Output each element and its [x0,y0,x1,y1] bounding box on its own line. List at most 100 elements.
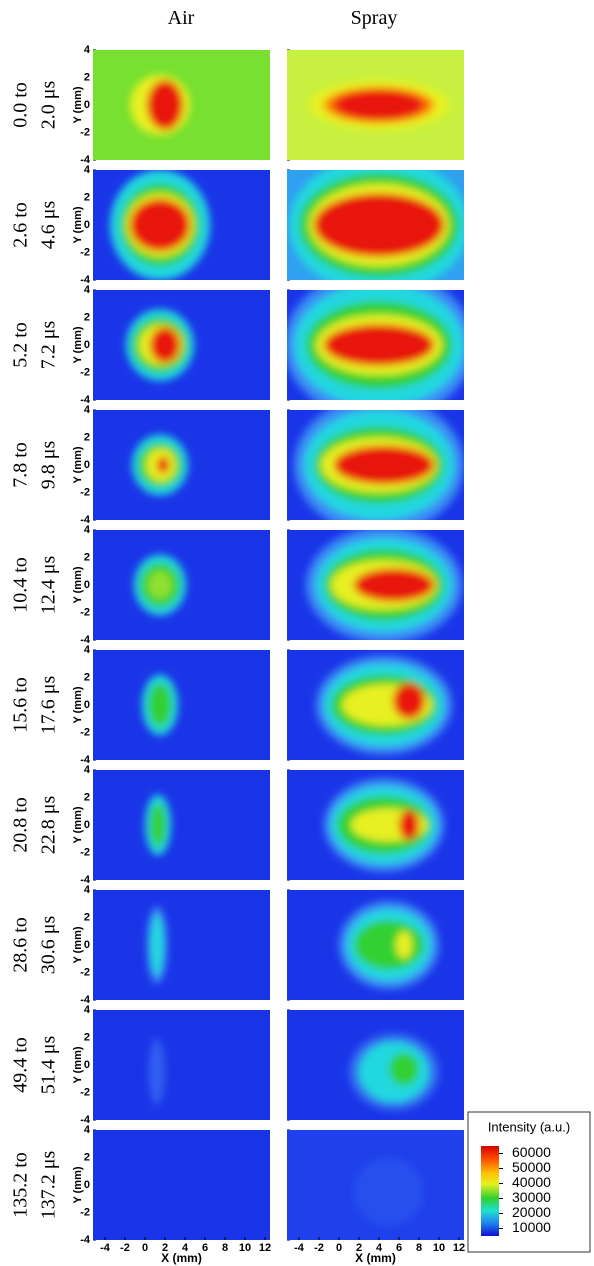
row-label: 51.4 μs [38,1036,60,1095]
heatmap-panel [287,50,464,160]
y-tick-label: -2 [80,1086,90,1098]
intensity-region [399,810,419,840]
x-tick-label: 0 [336,1242,342,1254]
x-tick-label: -2 [120,1242,130,1254]
x-tick-label: 12 [453,1242,465,1254]
blob [294,396,464,534]
x-tick-label: 6 [202,1242,208,1254]
intensity-region [157,457,169,474]
blob [306,527,462,643]
colorbar: Intensity (a.u.) 60000500004000030000200… [468,1112,590,1252]
column-title: Air [168,7,195,29]
blob [309,80,449,130]
colorbar-tick-label: 20000 [512,1204,551,1220]
y-tick-label: -2 [80,486,90,498]
intensity-region [150,915,164,976]
row-label: 4.6 μs [38,201,60,250]
y-tick-label: -2 [80,606,90,618]
y-tick-label: 2 [84,311,90,323]
y-tick-label: -2 [80,126,90,138]
heatmap-panel [287,890,464,1000]
row-label: 20.8 to [10,797,32,853]
y-tick-label: 0 [84,699,90,711]
y-axis-label: Y (mm) [72,1046,84,1083]
colorbar-title: Intensity (a.u.) [488,1119,570,1134]
heatmap-panel [284,269,474,420]
colorbar-tick-label: 50000 [512,1159,551,1175]
y-tick-label: 0 [84,579,90,591]
y-tick-label: 4 [84,284,91,296]
intensity-region [148,683,172,727]
panel-background [93,1010,270,1120]
y-axis-label: Y (mm) [72,206,84,243]
y-tick-label: 0 [84,219,90,231]
blob [134,555,186,616]
y-tick-label: 2 [84,431,90,443]
panel-background [93,770,270,880]
colorbar-scale [481,1146,499,1236]
blob [316,656,452,755]
y-tick-label: 2 [84,551,90,563]
heatmap-panel [287,770,464,880]
row-label: 12.4 μs [38,556,60,615]
row-label: 7.8 to [10,442,32,488]
x-tick-label: 0 [142,1242,148,1254]
heatmap-panel [287,1130,464,1240]
heatmap-panel [93,770,270,880]
blob [132,435,188,496]
x-axis-label: X (mm) [355,1251,396,1265]
intensity-region [393,683,425,719]
intensity-region [314,193,444,256]
heatmap-panel [93,50,270,160]
heatmap-panel [93,890,270,1000]
row-label: 5.2 to [10,322,32,368]
y-tick-label: 2 [84,791,90,803]
column-title: Spray [351,7,398,29]
y-tick-label: 0 [84,1059,90,1071]
blob [147,907,167,984]
y-tick-label: -2 [80,726,90,738]
intensity-region [334,90,424,120]
y-axis-label: Y (mm) [72,926,84,963]
intensity-region [354,569,434,602]
row-label: 135.2 to [10,1152,32,1218]
y-tick-label: -2 [80,366,90,378]
y-axis-label: Y (mm) [72,566,84,603]
y-tick-label: 4 [84,1124,91,1136]
row-label: 15.6 to [10,677,32,733]
row-label: 0.0 to [10,82,32,128]
colorbar-tick-label: 60000 [512,1144,551,1160]
row-label: 9.8 μs [38,441,60,490]
y-tick-label: 2 [84,1151,90,1163]
x-tick-label: -4 [100,1242,111,1254]
heatmap-panel [93,170,270,280]
blob [142,675,178,736]
heatmap-panel [93,410,270,520]
row-label: 30.6 μs [38,916,60,975]
intensity-region [334,446,434,485]
intensity-region [150,327,180,363]
y-tick-label: -2 [80,1206,90,1218]
intensity-region [130,199,190,251]
y-tick-label: 4 [84,764,91,776]
colorbar-tick-label: 40000 [512,1174,551,1190]
y-tick-label: -2 [80,966,90,978]
blob [110,170,210,280]
heatmap-panel [287,396,464,534]
y-axis-label: Y (mm) [72,1166,84,1203]
blob [149,1039,165,1105]
y-tick-label: 4 [84,524,91,536]
y-tick-label: 0 [84,819,90,831]
y-tick-label: 2 [84,911,90,923]
intensity-region [147,80,183,130]
y-tick-label: 4 [84,164,91,176]
y-axis-label: Y (mm) [72,686,84,723]
y-tick-label: -2 [80,246,90,258]
row-label: 10.4 to [10,557,32,613]
intensity-region [389,1053,419,1086]
x-tick-label: 6 [396,1242,402,1254]
colorbar-tick-label: 30000 [512,1189,551,1205]
panel-background [93,1130,270,1240]
heatmap-panel [93,530,270,640]
row-label: 2.6 to [10,202,32,248]
